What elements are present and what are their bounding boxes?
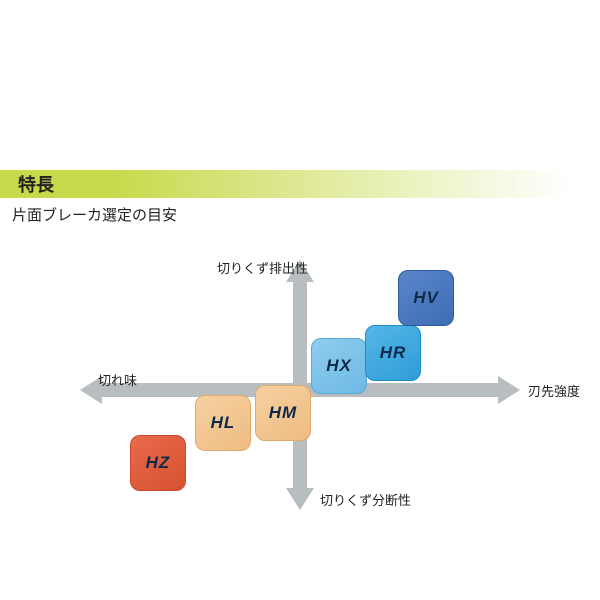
axis-h-head-right bbox=[498, 376, 520, 404]
breaker-box-label: HR bbox=[380, 343, 407, 363]
axis-label-left: 切れ味 bbox=[98, 370, 137, 389]
breaker-box-hr: HR bbox=[365, 325, 421, 381]
section-header-title: 特長 bbox=[18, 171, 54, 197]
breaker-selection-diagram: 切れ味 刃先強度 切りくず排出性 切りくず分断性 HZ HL HM HX HR HV bbox=[0, 240, 600, 540]
breaker-box-hx: HX bbox=[311, 338, 367, 394]
breaker-box-label: HL bbox=[211, 413, 236, 433]
section-subtitle: 片面ブレーカ選定の目安 bbox=[12, 204, 177, 225]
section-header-bar: 特長 bbox=[0, 170, 600, 198]
breaker-box-hz: HZ bbox=[130, 435, 186, 491]
axis-v-head-down bbox=[286, 488, 314, 510]
breaker-box-label: HV bbox=[413, 288, 439, 308]
breaker-box-hv: HV bbox=[398, 270, 454, 326]
axis-label-top: 切りくず排出性 bbox=[217, 258, 308, 277]
breaker-box-label: HX bbox=[326, 356, 352, 376]
axis-label-right: 刃先強度 bbox=[528, 381, 580, 400]
axis-label-bottom: 切りくず分断性 bbox=[320, 490, 411, 509]
breaker-box-hm: HM bbox=[255, 385, 311, 441]
breaker-box-label: HM bbox=[269, 403, 297, 423]
breaker-box-label: HZ bbox=[146, 453, 171, 473]
breaker-box-hl: HL bbox=[195, 395, 251, 451]
